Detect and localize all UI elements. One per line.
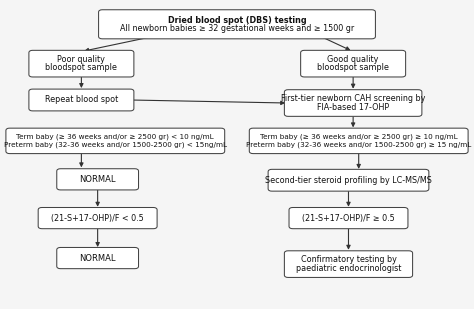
FancyBboxPatch shape [38, 208, 157, 229]
Text: Preterm baby (32-36 weeks and/or 1500-2500 gr) < 15ng/mL: Preterm baby (32-36 weeks and/or 1500-25… [4, 142, 227, 148]
Text: bloodspot sample: bloodspot sample [46, 63, 118, 72]
Text: Term baby (≥ 36 weeks and/or ≥ 2500 gr) < 10 ng/mL: Term baby (≥ 36 weeks and/or ≥ 2500 gr) … [17, 133, 214, 140]
Text: First-tier newborn CAH screening by: First-tier newborn CAH screening by [281, 94, 425, 103]
FancyBboxPatch shape [57, 248, 138, 269]
FancyBboxPatch shape [99, 10, 375, 39]
FancyBboxPatch shape [301, 50, 406, 77]
FancyBboxPatch shape [284, 251, 412, 277]
Text: NORMAL: NORMAL [79, 175, 116, 184]
Text: All newborn babies ≥ 32 gestational weeks and ≥ 1500 gr: All newborn babies ≥ 32 gestational week… [120, 24, 354, 33]
FancyBboxPatch shape [29, 89, 134, 111]
FancyBboxPatch shape [268, 169, 429, 191]
FancyBboxPatch shape [6, 128, 225, 154]
Text: Repeat blood spot: Repeat blood spot [45, 95, 118, 104]
FancyBboxPatch shape [289, 208, 408, 229]
FancyBboxPatch shape [284, 90, 422, 116]
Text: bloodspot sample: bloodspot sample [317, 63, 389, 72]
Text: (21-S+17-OHP)/F < 0.5: (21-S+17-OHP)/F < 0.5 [51, 214, 144, 222]
FancyBboxPatch shape [249, 128, 468, 154]
Text: FIA-based 17-OHP: FIA-based 17-OHP [317, 103, 389, 112]
Text: (21-S+17-OHP)/F ≥ 0.5: (21-S+17-OHP)/F ≥ 0.5 [302, 214, 395, 222]
Text: Good quality: Good quality [328, 55, 379, 64]
Text: paediatric endocrinologist: paediatric endocrinologist [296, 264, 401, 273]
Text: NORMAL: NORMAL [79, 254, 116, 263]
Text: Second-tier steroid profiling by LC-MS/MS: Second-tier steroid profiling by LC-MS/M… [265, 176, 432, 185]
FancyBboxPatch shape [29, 50, 134, 77]
Text: Confirmatory testing by: Confirmatory testing by [301, 255, 396, 265]
Text: Dried blood spot (DBS) testing: Dried blood spot (DBS) testing [168, 15, 306, 24]
Text: Term baby (≥ 36 weeks and/or ≥ 2500 gr) ≥ 10 ng/mL: Term baby (≥ 36 weeks and/or ≥ 2500 gr) … [260, 133, 457, 140]
Text: Poor quality: Poor quality [57, 55, 105, 64]
FancyBboxPatch shape [57, 169, 138, 190]
Text: Preterm baby (32-36 weeks and/or 1500-2500 gr) ≥ 15 ng/mL: Preterm baby (32-36 weeks and/or 1500-25… [246, 142, 471, 148]
